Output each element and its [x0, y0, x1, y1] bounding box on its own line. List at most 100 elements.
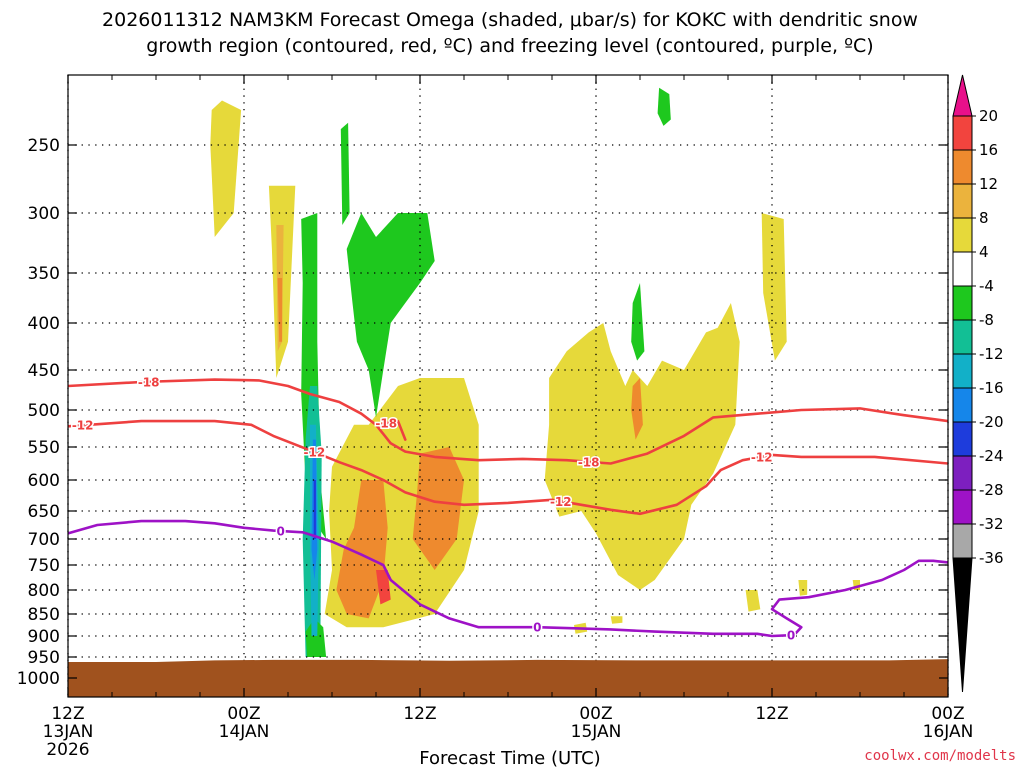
ytick-label-850: 850: [28, 605, 60, 625]
colorbar-box-9: [952, 387, 973, 423]
colorbar-label-12: 12: [979, 175, 998, 193]
ytick-label-550: 550: [28, 438, 60, 458]
credit-text: coolwx.com/modelts: [864, 748, 1016, 764]
xtick-label-36-0: 00Z: [579, 704, 612, 724]
colorbar-box-6: [952, 285, 973, 321]
ytick-label-350: 350: [28, 264, 60, 284]
grid-lines: [67, 75, 949, 697]
xtick-label-12-1: 14JAN: [219, 722, 270, 742]
colorbar-box-11: [952, 455, 973, 491]
ground-polygon: [68, 659, 948, 697]
contour-label-9: 0: [787, 629, 795, 643]
xtick-label-60-0: 00Z: [931, 704, 964, 724]
omega-region-12: [798, 580, 808, 596]
contour-label-0: -18: [138, 375, 160, 389]
omega-region-18: [305, 618, 327, 657]
contour-label-6: -12: [751, 450, 773, 464]
omega-region-25: [631, 283, 645, 361]
ytick-label-500: 500: [28, 401, 60, 421]
contour-label-8: 0: [533, 621, 541, 635]
xtick-label-0-0: 12Z: [51, 704, 84, 724]
ytick-label-1000: 1000: [17, 669, 60, 689]
colorbar-box-4: [952, 217, 973, 253]
colorbar-box-2: [952, 149, 973, 185]
contour--12-2: [68, 419, 948, 516]
colorbar-box-5: [952, 251, 973, 287]
omega-region-8: [412, 447, 464, 570]
colorbar-label--20: -20: [979, 413, 1004, 431]
contour--18-0: [68, 378, 948, 465]
xtick-label-12-0: 00Z: [227, 704, 260, 724]
ytick-label-750: 750: [28, 556, 60, 576]
colorbar-box-12: [952, 489, 973, 525]
omega-region-9: [631, 378, 643, 440]
omega-region-10: [376, 570, 391, 605]
ytick-label-250: 250: [28, 136, 60, 156]
xtick-label-36-1: 15JAN: [571, 722, 622, 742]
chart-title-line2: growth region (contoured, red, ºC) and f…: [146, 35, 873, 57]
plot-frame: [67, 74, 949, 698]
ytick-label-700: 700: [28, 530, 60, 550]
colorbar-cap-top: [952, 74, 973, 117]
colorbar-label-20: 20: [979, 107, 998, 125]
colorbar-label--8: -8: [979, 311, 994, 329]
colorbar-label-4: 4: [979, 243, 989, 261]
colorbar-box-3: [952, 183, 973, 219]
ytick-label-650: 650: [28, 502, 60, 522]
colorbar-label--24: -24: [979, 447, 1004, 465]
colorbar-box-7: [952, 319, 973, 355]
colorbar-label--4: -4: [979, 277, 994, 295]
omega-region-23: [346, 213, 435, 418]
omega-region-11: [745, 590, 761, 612]
colorbar: 20 16 12 8 4 -4 -8 -12 -16 -20 -24 -28 -32 -36: [952, 74, 1004, 693]
omega-region-15: [610, 616, 623, 624]
omega-region-7: [336, 480, 388, 619]
xtick-label-0-2: 2026: [46, 740, 89, 760]
contour-lines: -18 -18 -18 -12 -12 -12 -12 0 0 0: [68, 374, 948, 644]
contour-label-2: -18: [375, 417, 397, 431]
contour--18-1: [374, 419, 407, 441]
omega-region-6: [761, 213, 787, 361]
xtick-label-0-1: 13JAN: [43, 722, 94, 742]
omega-region-24: [657, 87, 671, 126]
omega-region-22: [340, 122, 350, 225]
colorbar-label--12: -12: [979, 345, 1004, 363]
colorbar-label--28: -28: [979, 481, 1004, 499]
contour-label-1: -18: [578, 455, 600, 469]
omega-shading: [210, 87, 860, 657]
colorbar-label-16: 16: [979, 141, 998, 159]
ytick-label-450: 450: [28, 361, 60, 381]
contour-0-3: [68, 519, 948, 638]
contour-label-7: 0: [276, 525, 284, 539]
omega-region-21: [313, 480, 316, 539]
y-axis: 2503003504004505005506006507007508008509…: [17, 136, 948, 689]
xtick-label-48-0: 12Z: [755, 704, 788, 724]
chart-title-line1: 2026011312 NAM3KM Forecast Omega (shaded…: [102, 9, 918, 31]
omega-region-0: [210, 100, 242, 237]
ytick-label-900: 900: [28, 627, 60, 647]
omega-region-5: [544, 303, 740, 590]
colorbar-label--32: -32: [979, 515, 1004, 533]
colorbar-box-1: [952, 115, 973, 151]
x-axis-label: Forecast Time (UTC): [419, 748, 600, 768]
colorbar-label-8: 8: [979, 209, 989, 227]
ytick-label-300: 300: [28, 204, 60, 224]
contour-label-3: -12: [72, 419, 94, 433]
ytick-label-800: 800: [28, 581, 60, 601]
colorbar-box-8: [952, 353, 973, 389]
ytick-label-600: 600: [28, 471, 60, 491]
colorbar-label--16: -16: [979, 379, 1004, 397]
ytick-label-950: 950: [28, 648, 60, 668]
colorbar-label--36: -36: [979, 549, 1004, 567]
xtick-label-60-1: 16JAN: [923, 722, 974, 742]
contour-label-5: -12: [550, 495, 572, 509]
omega-region-3: [277, 278, 283, 342]
colorbar-box-10: [952, 421, 973, 457]
contour-label-4: -12: [304, 446, 326, 460]
xtick-label-24-0: 12Z: [403, 704, 436, 724]
ground-fill: [68, 659, 948, 697]
colorbar-box-13: [952, 523, 973, 559]
ytick-label-400: 400: [28, 314, 60, 334]
